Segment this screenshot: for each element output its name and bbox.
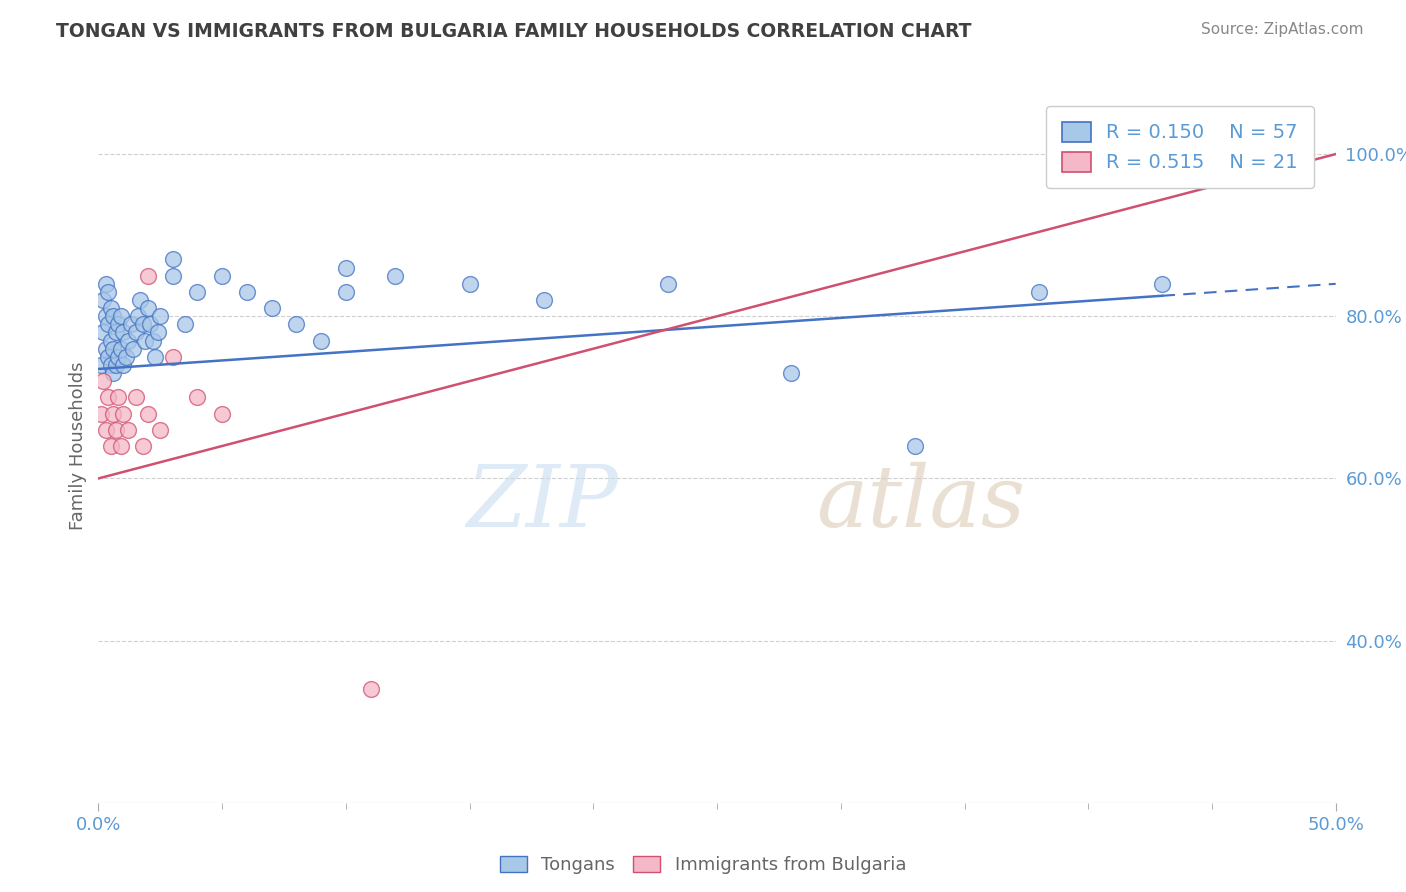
Point: [458, 277, 481, 291]
Point: [904, 439, 927, 453]
Point: [136, 407, 159, 421]
Point: [104, 358, 127, 372]
Point: [97, 390, 120, 404]
Text: atlas: atlas: [815, 462, 1025, 544]
Point: [112, 326, 135, 340]
Point: [104, 326, 127, 340]
Point: [1275, 147, 1298, 161]
Point: [236, 285, 259, 299]
Point: [134, 334, 156, 348]
Point: [100, 301, 122, 315]
Point: [93, 374, 115, 388]
Point: [780, 366, 803, 380]
Point: [143, 350, 166, 364]
Point: [97, 350, 120, 364]
Point: [104, 423, 127, 437]
Point: [107, 390, 129, 404]
Text: Source: ZipAtlas.com: Source: ZipAtlas.com: [1201, 22, 1364, 37]
Point: [94, 342, 117, 356]
Point: [136, 268, 159, 283]
Point: [1028, 285, 1050, 299]
Point: [110, 439, 132, 453]
Text: TONGAN VS IMMIGRANTS FROM BULGARIA FAMILY HOUSEHOLDS CORRELATION CHART: TONGAN VS IMMIGRANTS FROM BULGARIA FAMIL…: [56, 22, 972, 41]
Point: [107, 318, 129, 332]
Point: [657, 277, 679, 291]
Legend: R = 0.150    N = 57, R = 0.515    N = 21: R = 0.150 N = 57, R = 0.515 N = 21: [1046, 106, 1313, 188]
Point: [149, 310, 172, 324]
Point: [142, 334, 165, 348]
Point: [139, 318, 162, 332]
Point: [162, 268, 184, 283]
Point: [335, 285, 357, 299]
Point: [146, 326, 169, 340]
Point: [100, 358, 122, 372]
Point: [94, 310, 117, 324]
Legend: Tongans, Immigrants from Bulgaria: Tongans, Immigrants from Bulgaria: [492, 848, 914, 881]
Point: [110, 342, 132, 356]
Point: [186, 285, 208, 299]
Text: ZIP: ZIP: [467, 462, 619, 544]
Point: [360, 682, 382, 697]
Point: [94, 277, 117, 291]
Point: [112, 407, 135, 421]
Point: [110, 310, 132, 324]
Point: [162, 350, 184, 364]
Point: [103, 310, 125, 324]
Point: [117, 334, 139, 348]
Point: [103, 407, 125, 421]
Point: [124, 326, 146, 340]
Point: [120, 318, 142, 332]
Point: [129, 293, 152, 307]
Point: [136, 301, 159, 315]
Point: [114, 350, 136, 364]
Point: [93, 293, 115, 307]
Point: [309, 334, 332, 348]
Point: [533, 293, 555, 307]
Point: [97, 318, 120, 332]
Point: [1152, 277, 1174, 291]
Point: [127, 310, 149, 324]
Point: [174, 318, 197, 332]
Point: [100, 334, 122, 348]
Point: [211, 407, 233, 421]
Point: [112, 358, 135, 372]
Point: [124, 390, 146, 404]
Y-axis label: Family Households: Family Households: [69, 362, 87, 530]
Point: [149, 423, 172, 437]
Point: [132, 439, 155, 453]
Point: [117, 423, 139, 437]
Point: [103, 366, 125, 380]
Point: [186, 390, 208, 404]
Point: [90, 358, 112, 372]
Point: [94, 423, 117, 437]
Point: [211, 268, 233, 283]
Point: [260, 301, 283, 315]
Point: [97, 285, 120, 299]
Point: [103, 342, 125, 356]
Point: [384, 268, 406, 283]
Point: [122, 342, 145, 356]
Point: [90, 407, 112, 421]
Point: [285, 318, 308, 332]
Point: [107, 350, 129, 364]
Point: [162, 252, 184, 267]
Point: [100, 439, 122, 453]
Point: [132, 318, 155, 332]
Point: [335, 260, 357, 275]
Point: [93, 326, 115, 340]
